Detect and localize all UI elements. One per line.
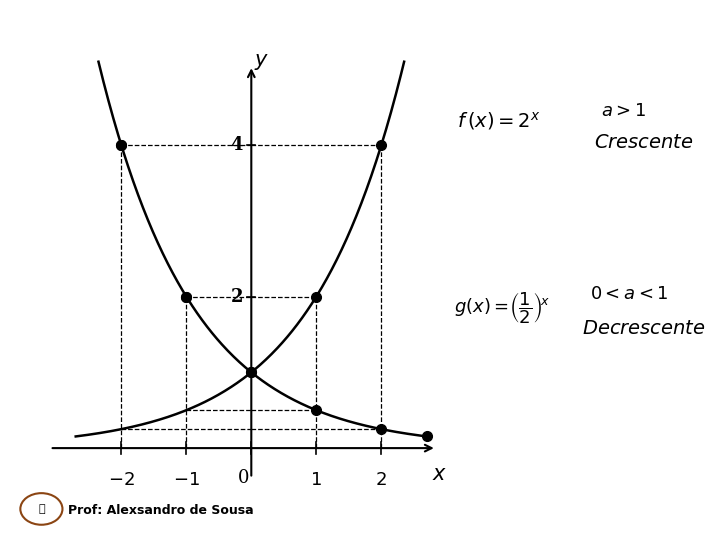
Text: $Decrescente$: $Decrescente$ [582,320,706,339]
Text: 2: 2 [230,287,243,306]
Text: $1$: $1$ [310,471,323,489]
Text: $0<a<1$: $0<a<1$ [590,285,669,303]
Text: $2$: $2$ [376,471,387,489]
Text: Prof: Alexsandro de Sousa: Prof: Alexsandro de Sousa [68,504,254,517]
Text: 4: 4 [230,136,243,154]
Text: 🎓: 🎓 [38,504,45,514]
Text: 0: 0 [238,469,249,488]
Text: $y$: $y$ [253,52,269,72]
Text: $g(x)=\!\left(\dfrac{1}{2}\right)^{\!x}$: $g(x)=\!\left(\dfrac{1}{2}\right)^{\!x}$ [454,290,550,326]
Text: $-2$: $-2$ [108,471,135,489]
Text: $x$: $x$ [432,465,447,484]
Text: $a>1$: $a>1$ [601,102,646,120]
Text: $f\,(x)=2^x$: $f\,(x)=2^x$ [457,111,541,132]
Text: $-1$: $-1$ [173,471,199,489]
Text: $Crescente$: $Crescente$ [594,134,693,152]
